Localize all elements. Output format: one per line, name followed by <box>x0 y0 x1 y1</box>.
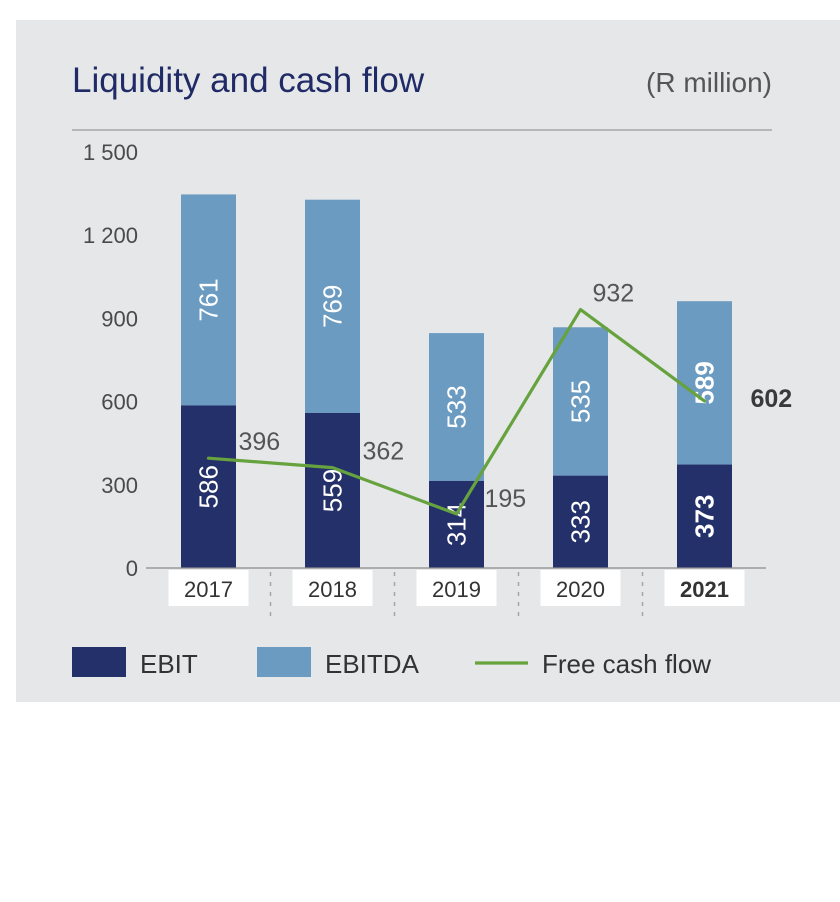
free-cash-flow-data-label: 396 <box>239 428 281 456</box>
y-tick-label: 1 200 <box>83 223 138 248</box>
chart-svg: Liquidity and cash flow (R million) 0 300… <box>72 61 793 679</box>
free-cash-flow-data-label: 932 <box>593 280 635 308</box>
chart-panel: Liquidity and cash flow (R million) 0 300… <box>16 20 840 702</box>
ebit-data-label: 586 <box>194 465 224 508</box>
ebitda-data-label: 589 <box>690 361 720 404</box>
free-cash-flow-data-label: 195 <box>485 485 527 513</box>
ebit-bar <box>677 464 732 568</box>
free-cash-flow-data-label: 362 <box>363 438 405 466</box>
x-tick-label: 2019 <box>432 577 481 602</box>
free-cash-flow-data-label: 602 <box>751 385 793 413</box>
y-tick-label: 900 <box>101 306 138 331</box>
y-tick-label: 1 500 <box>83 140 138 165</box>
free-cash-flow-series <box>206 307 707 516</box>
x-tick-box <box>664 570 745 606</box>
x-tick-box <box>168 570 249 606</box>
ebitda-bar <box>181 194 236 406</box>
x-tick-label: 2020 <box>556 577 605 602</box>
ebit-bar <box>305 412 360 568</box>
ebitda-data-label: 769 <box>318 285 348 328</box>
ebitda-data-label: 535 <box>566 380 596 423</box>
x-axis: 2017 2018 2019 2020 2021 <box>146 567 766 618</box>
x-tick-box <box>416 570 497 606</box>
legend-swatch-ebit <box>72 647 126 677</box>
ebitda-bar <box>553 327 608 476</box>
x-tick-label: 2017 <box>184 577 233 602</box>
legend-label-free-cash-flow: Free cash flow <box>542 649 711 679</box>
ebit-bar <box>181 405 236 568</box>
chart-title: Liquidity and cash flow <box>72 61 425 100</box>
legend-swatch-ebitda <box>257 647 311 677</box>
x-tick-box <box>292 570 373 606</box>
x-tick-label: 2018 <box>308 577 357 602</box>
free-cash-flow-line: 396 362 195 932 602 <box>206 280 793 516</box>
ebitda-data-label: 761 <box>194 278 224 321</box>
y-tick-label: 300 <box>101 473 138 498</box>
x-tick-label: 2021 <box>680 577 729 602</box>
ebit-data-label: 373 <box>690 495 720 538</box>
ebit-data-label: 559 <box>318 469 348 512</box>
ebit-bar <box>553 475 608 568</box>
ebitda-bar <box>305 199 360 413</box>
legend: EBIT EBITDA Free cash flow <box>72 647 711 679</box>
ebit-data-label: 333 <box>566 500 596 543</box>
ebitda-bar <box>677 301 732 465</box>
ebit-bar <box>429 480 484 568</box>
y-tick-label: 0 <box>126 556 138 581</box>
ebitda-data-label: 533 <box>442 385 472 428</box>
y-axis: 0 300 600 900 1 200 1 500 <box>83 140 138 581</box>
x-tick-box <box>540 570 621 606</box>
y-tick-label: 600 <box>101 390 138 415</box>
ebitda-bar <box>429 333 484 481</box>
legend-label-ebit: EBIT <box>140 649 198 679</box>
chart-unit: (R million) <box>646 67 772 98</box>
legend-label-ebitda: EBITDA <box>325 649 420 679</box>
